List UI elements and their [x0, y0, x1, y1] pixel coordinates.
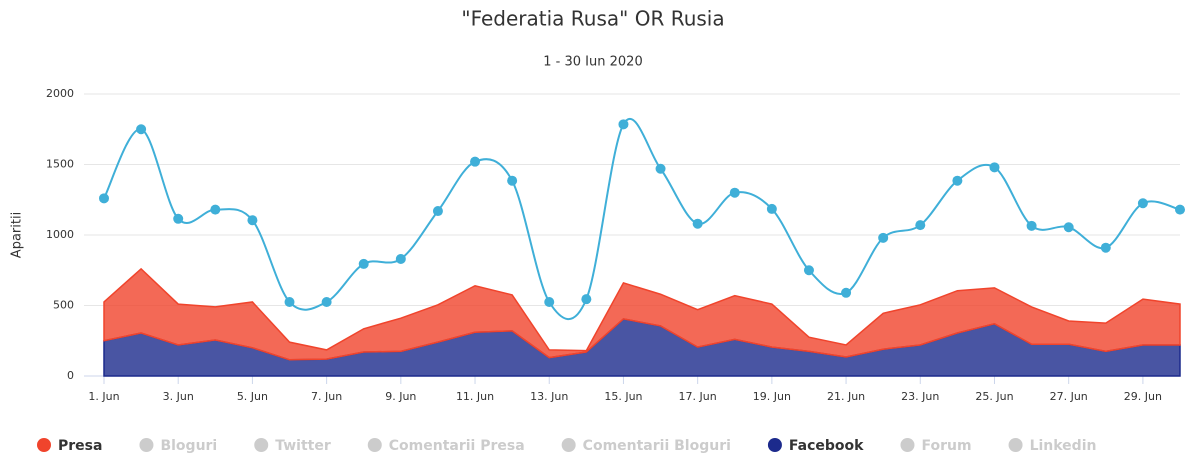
legend-symbol: [254, 438, 269, 452]
legend-item[interactable]: Bloguri: [139, 438, 217, 454]
line-marker: [395, 253, 406, 264]
x-tick-label: 9. Jun: [385, 390, 416, 403]
legend-label: Facebook: [789, 438, 864, 454]
line-marker: [544, 296, 555, 307]
line-marker: [432, 206, 443, 217]
x-tick-label: 17. Jun: [679, 390, 717, 403]
x-tick-label: 1. Jun: [88, 390, 119, 403]
legend-item[interactable]: Comentarii Bloguri: [561, 438, 731, 454]
y-tick-label: 1000: [46, 228, 74, 241]
legend-symbol: [37, 438, 51, 452]
line-marker: [1137, 198, 1148, 209]
legend-symbol: [367, 438, 382, 452]
line-marker: [173, 213, 184, 224]
line-marker: [284, 296, 295, 307]
line-marker: [803, 265, 814, 276]
line-marker: [1026, 220, 1037, 231]
legend-label: Forum: [921, 438, 971, 454]
legend-label: Comentarii Bloguri: [583, 438, 731, 454]
line-marker: [952, 175, 963, 186]
line-marker: [841, 287, 852, 298]
x-tick-label: 3. Jun: [163, 390, 194, 403]
line-marker: [1175, 204, 1185, 215]
x-tick-label: 5. Jun: [237, 390, 268, 403]
legend-symbol: [767, 438, 782, 452]
legend-label: Bloguri: [160, 438, 217, 454]
legend-item[interactable]: Presa: [37, 438, 102, 454]
x-tick-label: 19. Jun: [753, 390, 791, 403]
line-marker: [618, 119, 629, 130]
line-marker: [878, 232, 889, 243]
x-tick-label: 27. Jun: [1050, 390, 1088, 403]
legend-label: Linkedin: [1030, 438, 1097, 454]
y-tick-label: 2000: [46, 87, 74, 100]
line-marker: [692, 218, 703, 229]
line-marker: [99, 193, 109, 204]
legend-label: Presa: [58, 438, 102, 454]
legend-item[interactable]: Facebook: [767, 438, 864, 454]
x-tick-label: 7. Jun: [311, 390, 342, 403]
line-marker: [470, 156, 481, 167]
legend-label: Comentarii Presa: [389, 438, 525, 454]
legend-symbol: [139, 438, 154, 452]
y-tick-label: 1500: [46, 158, 74, 171]
legend-item[interactable]: Twitter: [254, 438, 331, 454]
line-marker: [655, 163, 666, 174]
line-marker: [581, 294, 592, 305]
line-marker: [989, 162, 1000, 173]
y-axis-label: Aparitii: [10, 212, 25, 258]
legend-symbol: [1008, 438, 1023, 452]
x-tick-label: 11. Jun: [456, 390, 494, 403]
line-marker: [1063, 222, 1074, 233]
x-tick-label: 29. Jun: [1124, 390, 1162, 403]
line-marker: [766, 203, 777, 214]
legend-symbol: [900, 438, 915, 452]
y-tick-label: 500: [53, 299, 74, 312]
x-tick-label: 13. Jun: [530, 390, 568, 403]
line-marker: [729, 187, 740, 198]
legend-label: Twitter: [275, 438, 331, 454]
x-tick-label: 25. Jun: [975, 390, 1013, 403]
line-marker: [915, 220, 926, 231]
chart-title: "Federatia Rusa" OR Rusia: [461, 7, 724, 31]
x-tick-label: 15. Jun: [604, 390, 642, 403]
line-marker: [210, 204, 221, 215]
legend-item[interactable]: Forum: [900, 438, 972, 454]
x-tick-label: 21. Jun: [827, 390, 865, 403]
legend-symbol: [561, 438, 576, 452]
line-marker: [247, 215, 258, 226]
line-marker: [136, 124, 147, 135]
line-marker: [507, 175, 518, 186]
legend-item[interactable]: Linkedin: [1008, 438, 1097, 454]
x-tick-label: 23. Jun: [901, 390, 939, 403]
y-tick-label: 0: [67, 369, 74, 382]
chart-subtitle: 1 - 30 Iun 2020: [543, 55, 642, 70]
legend-item[interactable]: Comentarii Presa: [367, 438, 525, 454]
line-marker: [1100, 242, 1111, 253]
line-marker: [321, 296, 332, 307]
area: [103, 267, 1181, 361]
line-marker: [358, 258, 369, 269]
